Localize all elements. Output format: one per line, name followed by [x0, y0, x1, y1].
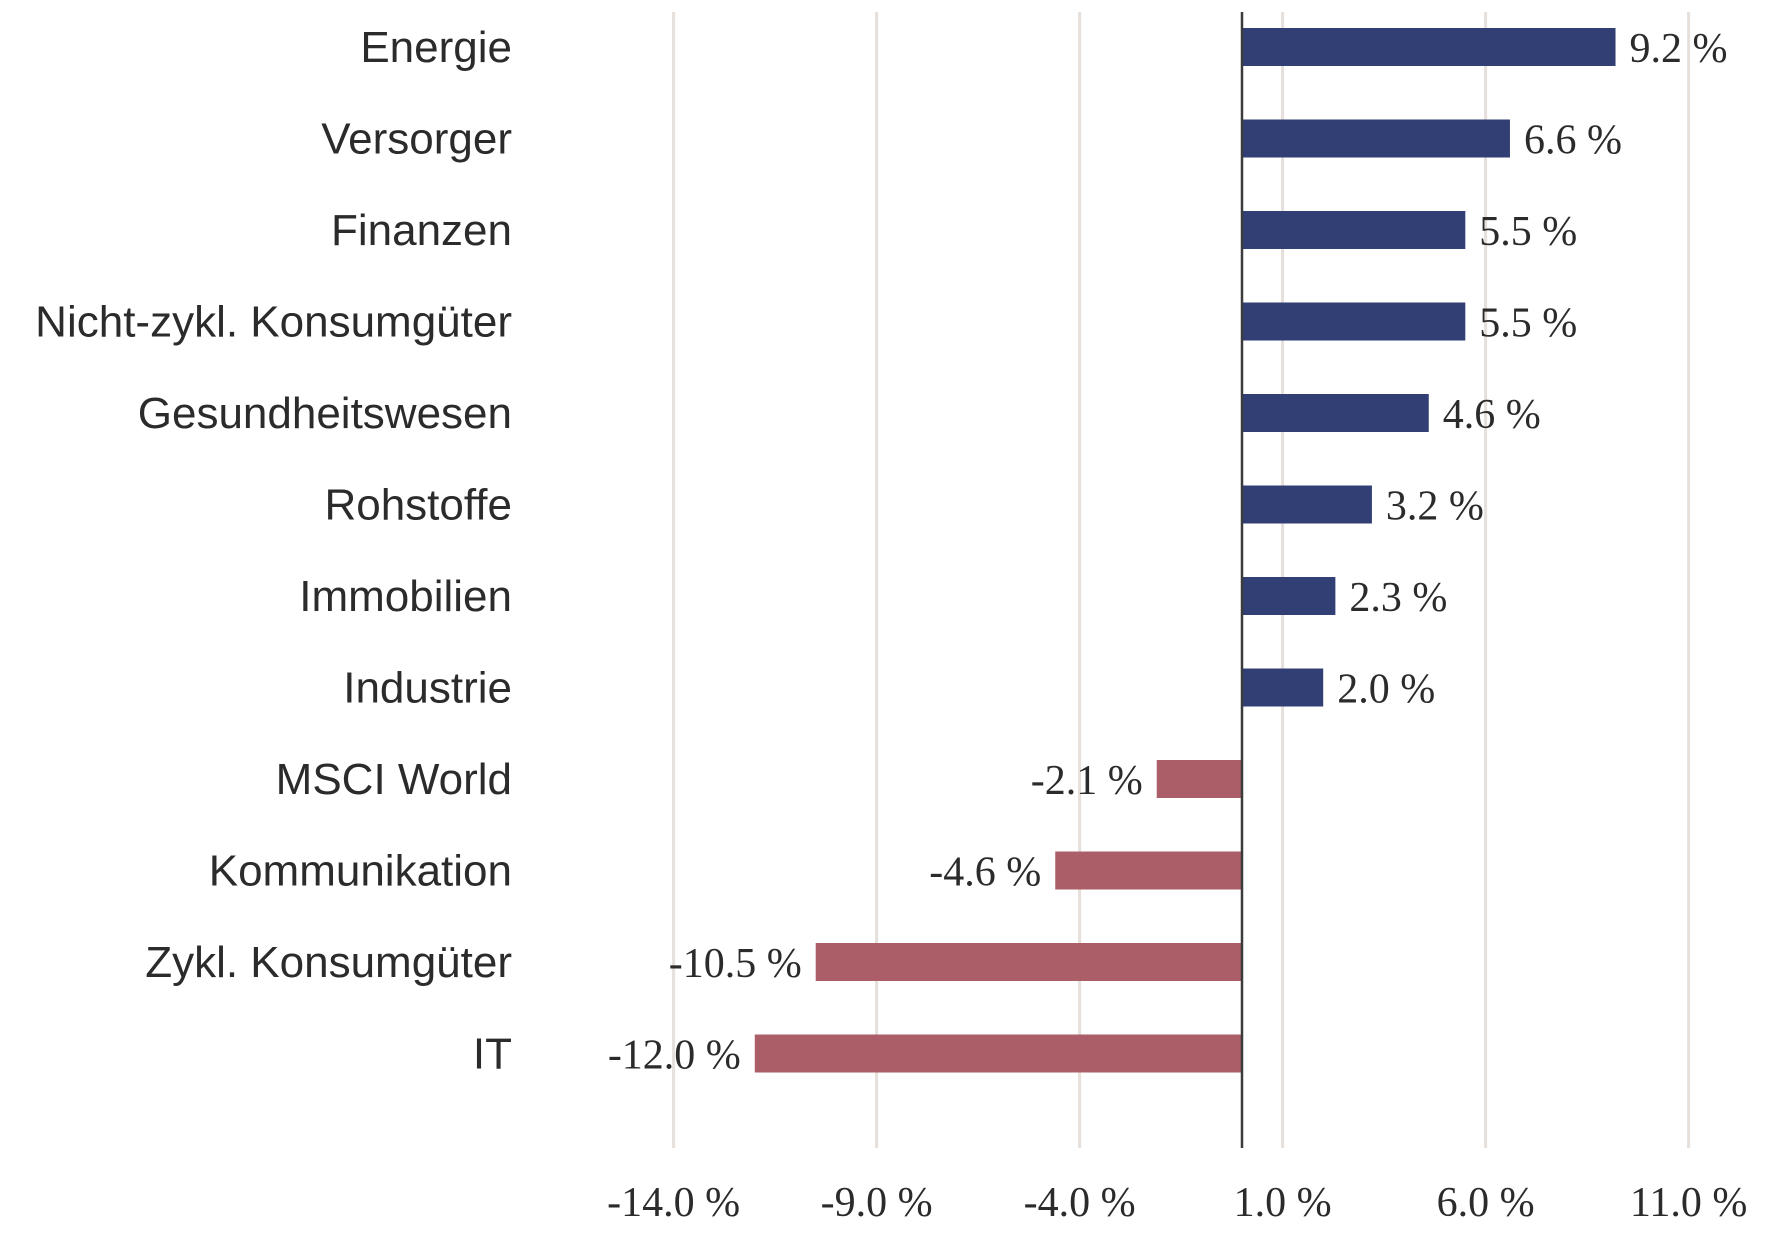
- bar-immobilien: [1242, 577, 1336, 615]
- value-label: 5.5 %: [1479, 301, 1577, 347]
- category-label: Finanzen: [331, 206, 512, 255]
- x-tick-label: 6.0 %: [1437, 1180, 1535, 1226]
- bar-finanzen: [1242, 211, 1466, 249]
- bar-zykl-konsumgüter: [815, 943, 1242, 981]
- x-tick-label: -4.0 %: [1024, 1180, 1136, 1226]
- category-label: Immobilien: [299, 572, 512, 621]
- category-label: IT: [473, 1030, 512, 1079]
- value-label: 6.6 %: [1524, 118, 1622, 164]
- bar-energie: [1242, 28, 1616, 66]
- category-labels: Energie Versorger Finanzen Nicht-zykl. Kons…: [35, 23, 512, 1079]
- gridlines: [672, 12, 1691, 1148]
- value-label: 2.0 %: [1337, 667, 1435, 713]
- bar-rohstoffe: [1242, 485, 1372, 524]
- value-label: 5.5 %: [1479, 209, 1577, 255]
- category-label: Kommunikation: [209, 847, 512, 896]
- category-label: Zykl. Konsumgüter: [145, 938, 512, 987]
- value-label: -2.1 %: [1031, 758, 1143, 804]
- category-label: MSCI World: [276, 755, 512, 804]
- bar-industrie: [1242, 668, 1324, 707]
- value-label: 4.6 %: [1443, 392, 1541, 438]
- x-tick-label: -14.0 %: [607, 1180, 740, 1226]
- bars: [754, 28, 1616, 1073]
- x-tick-labels: -14.0 % -9.0 % -4.0 % 1.0 % 6.0 % 11.0 %: [607, 1180, 1747, 1226]
- bar-gesundheitswesen: [1242, 394, 1429, 432]
- value-label: 3.2 %: [1386, 484, 1484, 530]
- bar-versorger: [1242, 119, 1510, 158]
- x-tick-label: 1.0 %: [1234, 1180, 1332, 1226]
- bar-nicht-zykl-konsumgüter: [1242, 302, 1466, 341]
- category-label: Rohstoffe: [324, 481, 512, 530]
- x-tick-label: 11.0 %: [1630, 1180, 1747, 1226]
- value-label: 2.3 %: [1349, 575, 1447, 621]
- value-label: -12.0 %: [608, 1033, 741, 1079]
- category-label: Versorger: [321, 115, 512, 164]
- value-label: 9.2 %: [1630, 26, 1728, 72]
- x-tick-label: -9.0 %: [821, 1180, 933, 1226]
- value-labels: 9.2 %6.6 % 5.5 % 5.5 % 4.6 % 3.2 % 2.3 % 2.0 %…: [608, 26, 1728, 1079]
- category-label: Nicht-zykl. Konsumgüter: [35, 298, 512, 347]
- category-label: Gesundheitswesen: [138, 389, 512, 438]
- value-label: -4.6 %: [929, 850, 1041, 896]
- bar-it: [754, 1034, 1242, 1073]
- bar-msci-world: [1156, 760, 1242, 798]
- bar-kommunikation: [1055, 851, 1242, 890]
- value-label: -10.5 %: [669, 941, 802, 987]
- category-label: Industrie: [343, 664, 512, 713]
- category-label: Energie: [360, 23, 512, 72]
